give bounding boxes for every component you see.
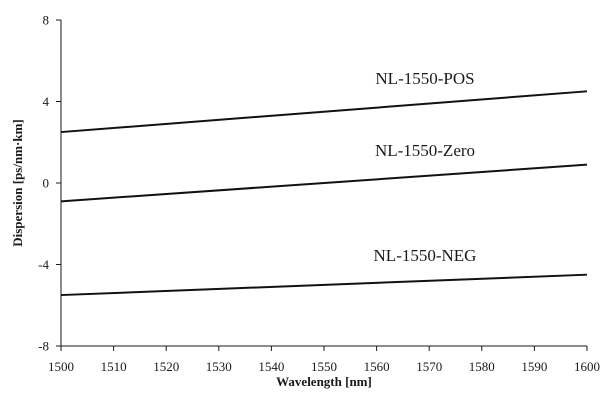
x-tick-label: 1530 xyxy=(206,359,232,374)
series-label: NL-1550-NEG xyxy=(374,246,477,265)
x-tick-label: 1600 xyxy=(574,359,600,374)
x-tick-label: 1590 xyxy=(521,359,547,374)
series-lines xyxy=(60,90,588,297)
x-tick-label: 1580 xyxy=(469,359,495,374)
series-line xyxy=(60,90,588,134)
series-label: NL-1550-Zero xyxy=(375,141,475,160)
x-axis-title: Wavelength [nm] xyxy=(276,374,372,389)
series-line xyxy=(60,163,588,203)
series-labels: NL-1550-POS NL-1550-Zero NL-1550-NEG xyxy=(374,69,477,265)
x-tick-label: 1560 xyxy=(364,359,390,374)
x-tick-label: 1570 xyxy=(416,359,442,374)
x-tick-label: 1520 xyxy=(153,359,179,374)
x-tick-label: 1540 xyxy=(258,359,284,374)
y-tick-label: -4 xyxy=(38,257,49,272)
x-ticks: 1500 1510 1520 1530 1540 1550 1560 1570 1580 1590… xyxy=(48,346,600,374)
y-tick-label: 4 xyxy=(43,94,50,109)
y-axis-title: Dispersion [ps/nm·km] xyxy=(10,119,25,247)
y-tick-label: -8 xyxy=(38,339,49,354)
x-tick-label: 1510 xyxy=(101,359,127,374)
x-tick-label: 1550 xyxy=(311,359,337,374)
x-tick-label: 1500 xyxy=(48,359,74,374)
y-ticks: -8 -4 0 4 8 xyxy=(38,13,61,354)
series-label: NL-1550-POS xyxy=(375,69,474,88)
y-tick-label: 0 xyxy=(43,176,50,191)
series-line xyxy=(60,273,588,297)
y-tick-label: 8 xyxy=(43,13,50,28)
